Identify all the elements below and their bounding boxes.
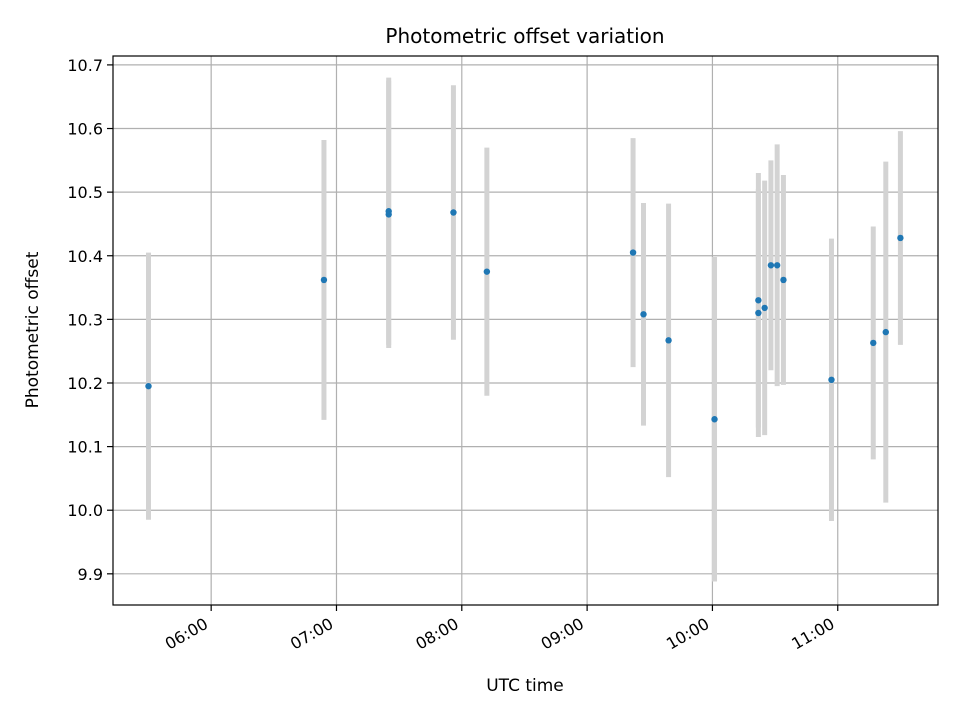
data-point: [640, 311, 647, 318]
data-point: [483, 268, 491, 275]
y-tick-label: 10.2: [67, 374, 103, 393]
y-tick-label: 10.4: [67, 247, 103, 266]
data-point: [450, 209, 457, 216]
data-point: [755, 297, 762, 304]
y-tick-label: 10.3: [67, 310, 103, 329]
y-tick-label: 10.5: [67, 183, 103, 202]
data-point: [755, 309, 762, 317]
data-point: [145, 382, 152, 390]
chart-title: Photometric offset variation: [385, 24, 664, 48]
x-axis-label: UTC time: [486, 676, 564, 696]
data-points: [145, 208, 904, 423]
y-axis-label: Photometric offset: [23, 251, 43, 408]
y-tick-label: 10.7: [67, 56, 103, 75]
data-point: [761, 304, 768, 312]
data-point: [385, 211, 392, 218]
data-point: [780, 276, 787, 284]
plot-frame: [112, 55, 939, 606]
data-point: [870, 339, 877, 347]
y-tick-label: 10.1: [67, 438, 103, 457]
data-point: [897, 234, 904, 242]
data-point: [828, 376, 835, 384]
data-point: [711, 416, 718, 423]
data-point: [767, 262, 775, 269]
data-point: [882, 328, 889, 336]
data-point: [629, 249, 637, 256]
data-point: [665, 337, 672, 344]
y-tick-label: 10.0: [67, 501, 103, 520]
y-tick-label: 9.9: [78, 565, 103, 584]
data-point: [320, 276, 328, 284]
y-tick-label: 10.6: [67, 120, 103, 139]
data-point: [773, 262, 781, 269]
y-axis: 9.9 10.0 10.1 10.2 10.3 10.4 10.5 10.6 10.7: [67, 56, 113, 584]
